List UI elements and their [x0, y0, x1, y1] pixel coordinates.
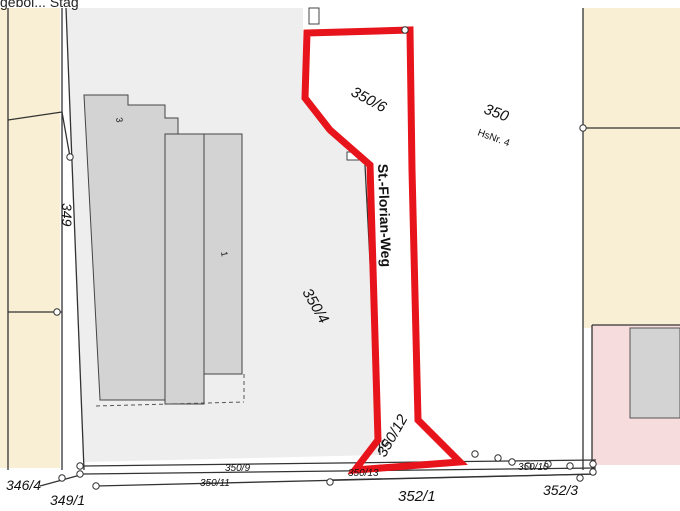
parcel-label-350-9: 350/9: [225, 463, 250, 474]
street-name-label: St.-Florian-Weg: [375, 164, 395, 268]
parcel-label-350-10: 350/10: [518, 462, 549, 473]
building-number-1: 1: [219, 251, 230, 258]
neighbor-parcel-right: [583, 8, 680, 328]
parcel-label-346-4: 346/4: [6, 477, 41, 493]
parcel-label-352-3: 352/3: [543, 482, 578, 498]
small-structure-top: [308, 7, 320, 25]
parcel-label-349: 349: [59, 203, 75, 227]
parcel-label-349-1: 349/1: [50, 492, 85, 508]
boundary-points: [53, 26, 597, 490]
house-number-label: HsNr. 4: [476, 127, 512, 149]
building-number-3: 3: [114, 117, 125, 124]
highlighted-parcel-outline[interactable]: [301, 26, 468, 475]
parcel-label-350-6: 350/6: [348, 84, 390, 117]
building-dashed-outline: [95, 401, 245, 407]
map-header-text: geboi... Stag: [0, 0, 79, 10]
parcel-label-350-13: 350/13: [348, 468, 379, 479]
parcel-label-350-11: 350/11: [200, 478, 230, 489]
neighbor-parcel-left: [0, 8, 60, 468]
building-1: [164, 133, 243, 405]
boundary-lines: [7, 7, 680, 487]
parcel-label-352-1: 352/1: [398, 488, 436, 505]
parcel-label-350: 350: [482, 101, 512, 126]
neighbor-building-right: [629, 327, 680, 419]
